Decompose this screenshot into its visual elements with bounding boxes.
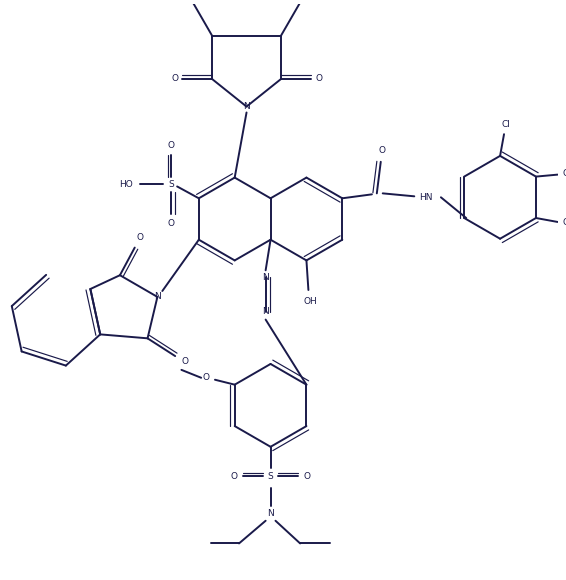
Text: O: O: [136, 233, 143, 242]
Text: S: S: [168, 180, 174, 189]
Text: N: N: [267, 509, 274, 519]
Text: O: O: [303, 472, 311, 481]
Text: O: O: [230, 472, 238, 481]
Text: HN: HN: [419, 193, 433, 202]
Text: O: O: [171, 74, 178, 84]
Text: N: N: [243, 102, 250, 111]
Text: O: O: [378, 147, 385, 155]
Text: O: O: [315, 74, 322, 84]
Text: O: O: [168, 219, 175, 229]
Text: OH: OH: [303, 298, 318, 306]
Text: HO: HO: [119, 180, 133, 189]
Text: S: S: [268, 472, 273, 481]
Text: O: O: [562, 219, 566, 227]
Text: Cl: Cl: [501, 120, 511, 129]
Text: O: O: [562, 169, 566, 178]
Text: O: O: [182, 357, 188, 367]
Text: O: O: [168, 140, 175, 150]
Text: N: N: [154, 292, 161, 302]
Text: N: N: [262, 307, 269, 316]
Text: N: N: [262, 273, 269, 282]
Text: O: O: [203, 374, 209, 382]
